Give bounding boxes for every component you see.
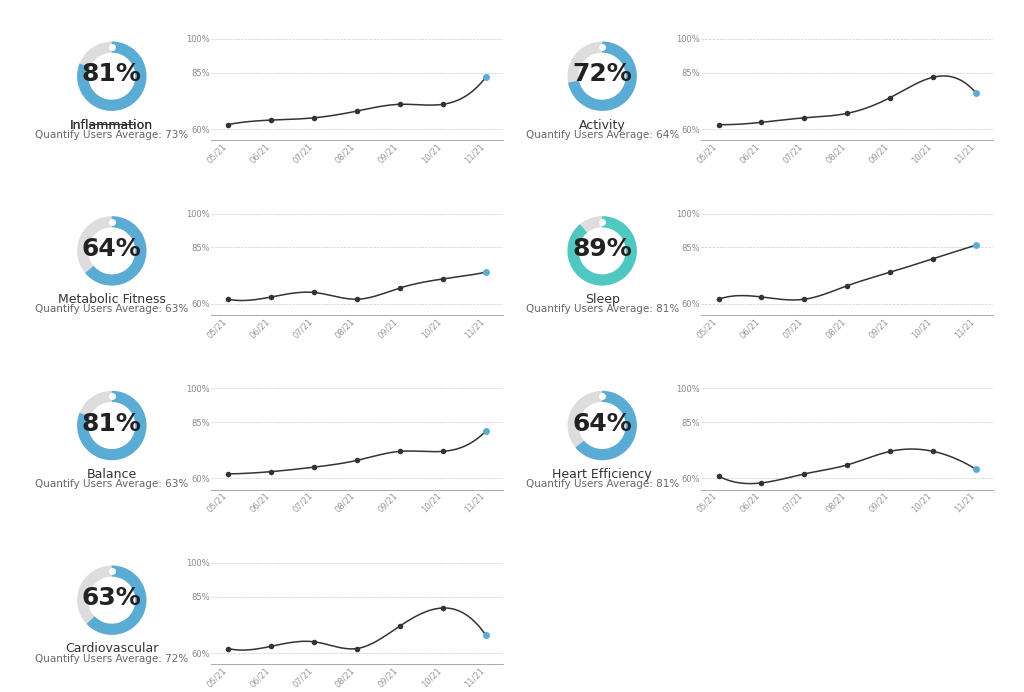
Text: Activity: Activity bbox=[579, 118, 626, 131]
Wedge shape bbox=[77, 42, 146, 111]
Wedge shape bbox=[77, 216, 146, 286]
Text: Heart Efficiency: Heart Efficiency bbox=[552, 468, 652, 481]
Text: Balance: Balance bbox=[87, 468, 137, 481]
Wedge shape bbox=[77, 42, 146, 111]
Wedge shape bbox=[575, 391, 637, 460]
Text: 89%: 89% bbox=[572, 237, 632, 261]
Text: Quantify Users Average: 73%: Quantify Users Average: 73% bbox=[35, 129, 188, 140]
Text: Inflammation: Inflammation bbox=[71, 118, 154, 131]
Text: Quantify Users Average: 72%: Quantify Users Average: 72% bbox=[35, 653, 188, 664]
Text: Cardiovascular: Cardiovascular bbox=[66, 642, 159, 655]
Text: 63%: 63% bbox=[82, 586, 141, 610]
Text: 81%: 81% bbox=[82, 62, 141, 86]
Text: 72%: 72% bbox=[572, 62, 632, 86]
Text: Quantify Users Average: 81%: Quantify Users Average: 81% bbox=[525, 304, 679, 314]
Wedge shape bbox=[567, 216, 637, 286]
Text: 81%: 81% bbox=[82, 412, 141, 436]
Text: 64%: 64% bbox=[82, 237, 141, 261]
Text: 64%: 64% bbox=[572, 412, 632, 436]
Wedge shape bbox=[86, 565, 146, 635]
Wedge shape bbox=[567, 216, 637, 286]
Text: Inflammation: Inflammation bbox=[71, 118, 154, 131]
Text: Quantify Users Average: 64%: Quantify Users Average: 64% bbox=[525, 129, 679, 140]
Wedge shape bbox=[85, 216, 146, 286]
Text: Sleep: Sleep bbox=[585, 293, 620, 306]
Text: Metabolic Fitness: Metabolic Fitness bbox=[58, 293, 166, 306]
Text: Quantify Users Average: 63%: Quantify Users Average: 63% bbox=[35, 304, 188, 314]
Wedge shape bbox=[77, 391, 146, 460]
Text: Quantify Users Average: 63%: Quantify Users Average: 63% bbox=[35, 479, 188, 489]
Wedge shape bbox=[77, 565, 146, 635]
Wedge shape bbox=[567, 42, 637, 111]
Wedge shape bbox=[567, 391, 637, 460]
Text: Quantify Users Average: 81%: Quantify Users Average: 81% bbox=[525, 479, 679, 489]
Wedge shape bbox=[77, 391, 146, 460]
Wedge shape bbox=[568, 42, 637, 111]
